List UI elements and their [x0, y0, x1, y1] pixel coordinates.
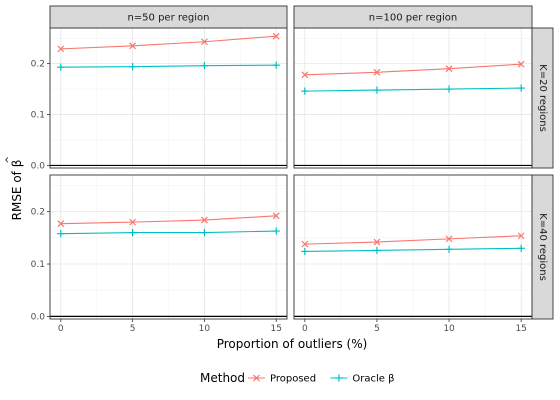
data-point — [272, 212, 280, 220]
y-tick-label: 0.2 — [31, 208, 45, 218]
column-strip-label: n=100 per region — [369, 13, 457, 24]
legend-label: Proposed — [270, 374, 316, 385]
x-tick-label: 15 — [271, 324, 282, 334]
series-line — [304, 87, 522, 92]
series-line — [304, 247, 522, 253]
series-line — [304, 235, 522, 245]
strip-background — [293, 5, 533, 29]
data-point — [517, 60, 525, 68]
series-line — [60, 35, 277, 50]
data-point — [301, 240, 309, 248]
legend: Method Proposed Oracle β — [200, 371, 395, 385]
panel — [293, 27, 533, 169]
legend-title: Method — [200, 371, 245, 385]
row-strip-label: K=40 regions — [537, 213, 548, 281]
data-point — [129, 218, 137, 226]
y-tick-label: 0.0 — [31, 312, 46, 322]
panel — [49, 174, 288, 320]
data-point — [253, 374, 260, 382]
y-axis-title-text: RMSE of β — [10, 160, 24, 221]
data-point — [57, 45, 65, 53]
strips-layer: n=50 per region n=100 per region K=20 regi… — [49, 5, 554, 320]
legend-entry: Oracle β — [330, 374, 395, 385]
series-line — [304, 63, 522, 76]
data-point — [373, 238, 381, 246]
panel — [49, 27, 288, 169]
panel — [293, 174, 533, 320]
data-point — [301, 71, 309, 79]
data-point — [57, 220, 65, 228]
x-tick-label: 0 — [58, 324, 64, 334]
x-axis-title: Proportion of outliers (%) — [217, 337, 368, 351]
legend-entry: Proposed — [248, 374, 316, 385]
x-tick-label: 10 — [199, 324, 211, 334]
strip-background — [531, 27, 554, 169]
series-line — [60, 215, 277, 225]
data-point — [272, 32, 280, 40]
y-tick-label: 0.0 — [31, 161, 46, 171]
data-point — [200, 38, 208, 46]
series-line — [60, 230, 277, 235]
column-strip: n=100 per region — [293, 5, 533, 29]
data-point — [373, 68, 381, 76]
data-point — [517, 232, 525, 240]
data-point — [200, 216, 208, 224]
y-axis-title: RMSE of β ^ — [5, 156, 24, 220]
y-axis-title-hat: ^ — [5, 156, 15, 164]
data-point — [445, 235, 453, 243]
row-strip-label: K=20 regions — [537, 64, 548, 132]
x-tick-label: 15 — [515, 324, 526, 334]
axes-layer: 0.0 0.1 0.2 0.0 0.1 0.2 0 5 10 15 0 5 10 15 — [31, 60, 527, 334]
y-tick-label: 0.1 — [31, 260, 45, 270]
x-tick-label: 10 — [443, 324, 455, 334]
x-tick-label: 5 — [130, 324, 136, 334]
panels-layer — [49, 27, 533, 320]
column-strip: n=50 per region — [49, 5, 288, 29]
y-tick-label: 0.2 — [31, 60, 45, 70]
row-strip: K=40 regions — [531, 174, 554, 320]
strip-background — [49, 5, 288, 29]
legend-label: Oracle β — [352, 374, 394, 385]
x-tick-label: 5 — [374, 324, 380, 334]
data-point — [445, 65, 453, 73]
panel-border — [49, 174, 288, 320]
series-line — [60, 64, 277, 68]
data-point — [129, 42, 137, 50]
x-tick-label: 0 — [302, 324, 308, 334]
row-strip: K=20 regions — [531, 27, 554, 169]
strip-background — [531, 174, 554, 320]
y-tick-label: 0.1 — [31, 111, 45, 121]
column-strip-label: n=50 per region — [127, 13, 209, 24]
